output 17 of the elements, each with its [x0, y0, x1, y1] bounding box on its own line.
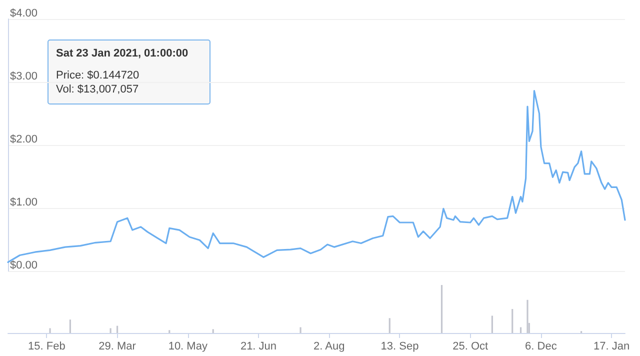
y-tick-label: $0.00	[10, 260, 38, 272]
annotation: Vol: $13,007,057	[56, 84, 139, 96]
x-tick-label: 21. Jun	[240, 340, 277, 352]
x-tick-label: 10. May	[168, 340, 208, 352]
x-tick-label: 2. Aug	[314, 340, 345, 352]
x-tick-label: 13. Sep	[380, 340, 419, 352]
x-tick-label: 15. Feb	[28, 340, 66, 352]
annotation: Price: $0.144720	[56, 70, 140, 82]
x-tick-label: 25. Oct	[452, 340, 488, 352]
y-tick-label: $4.00	[10, 8, 38, 20]
annotation: Sat 23 Jan 2021, 01:00:00	[56, 48, 188, 60]
y-tick-label: $2.00	[10, 134, 38, 146]
y-tick-label: $3.00	[10, 70, 38, 82]
x-tick-label: 29. Mar	[98, 340, 136, 352]
x-tick-label: 17. Jan	[594, 340, 630, 352]
y-tick-label: $1.00	[10, 196, 38, 208]
x-tick-label: 6. Dec	[525, 340, 558, 352]
